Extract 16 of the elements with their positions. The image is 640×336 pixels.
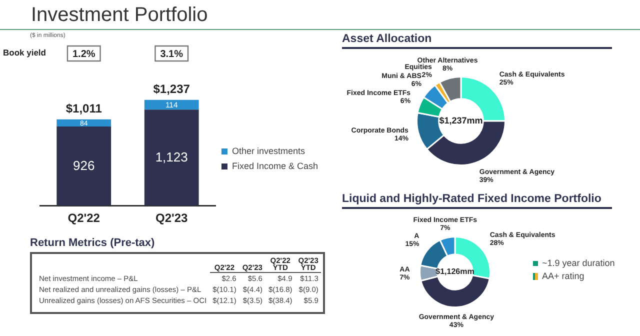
data-label: 926 [73, 158, 95, 174]
text: Return Metrics (Pre-tax) [30, 237, 155, 249]
text: $1,237mm [439, 115, 483, 126]
text: 3.1% [160, 48, 184, 60]
chart-title: Asset Allocation [342, 33, 612, 49]
text: ~1.9 year duration [542, 258, 615, 268]
legend-label: Other investments [232, 146, 306, 156]
legend-label: Fixed Income & Cash [232, 160, 318, 171]
text: Book yield [3, 47, 46, 58]
total-label: $1,237 [153, 82, 190, 96]
text: 1.2% [72, 48, 96, 60]
total-label: $1,011 [66, 102, 102, 116]
chart-title: Investment Portfolio [31, 4, 208, 27]
text: AA+ rating [542, 271, 584, 281]
chart-title: Liquid and Highly-Rated Fixed Income Portfolio [342, 193, 612, 209]
data-label: 1,123 [155, 150, 188, 165]
